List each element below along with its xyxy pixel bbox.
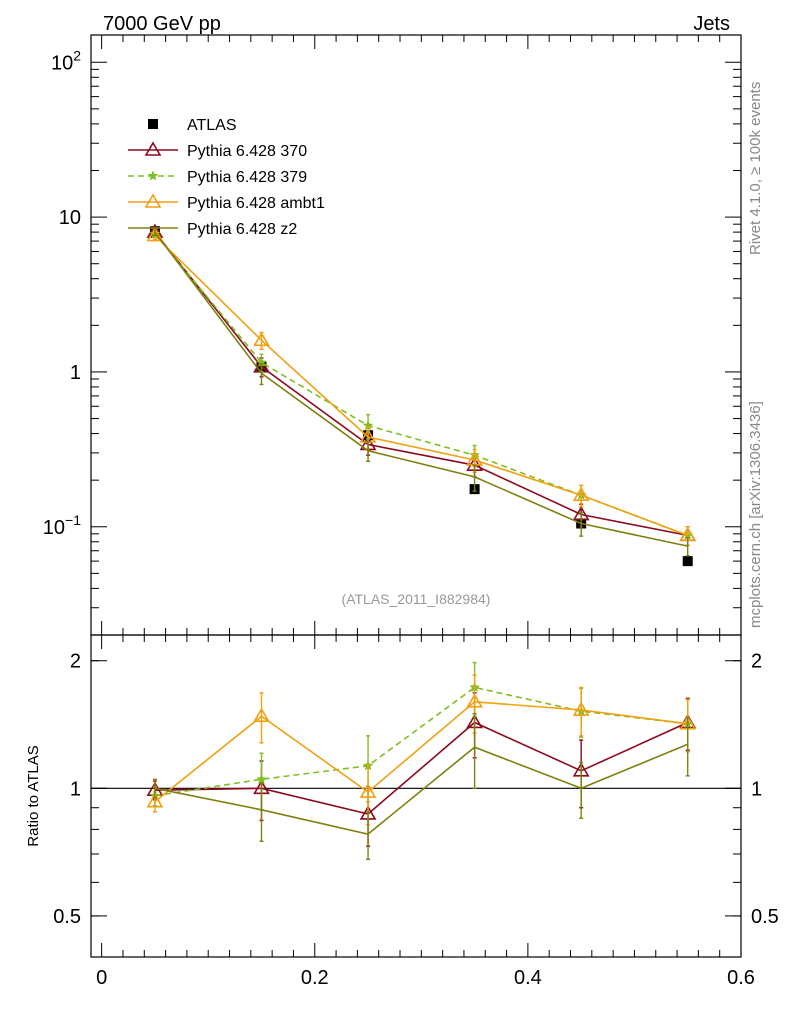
series-line [154,231,688,547]
main-y-tick-label: 10−1 [43,512,81,539]
data-point [466,693,483,708]
header-right: Jets [693,13,730,35]
ratio-y-tick-label-right: 0.5 [751,906,779,928]
ratio-panel: 0.5 0.5 1 1 2 2 0 0.2 0.4 0.6 Ratio to ATLAS [25,634,779,989]
x-tick-label: 0.4 [514,967,542,989]
ratio-y-tick-label-right: 2 [751,651,762,673]
rivet-version-text: Rivet 4.1.0, ≥ 100k events [747,82,764,255]
data-point [253,331,270,347]
series-line [154,235,688,537]
data-point [256,773,267,784]
data-point [146,226,164,242]
ratio-y-tick-label: 1 [70,778,81,800]
ratio-y-tick-label: 2 [70,651,81,673]
main-y-tick-label: 10 [59,207,81,229]
data-point [682,556,693,567]
series-line [154,233,688,537]
legend-marker [144,141,162,156]
legend-entry: Pythia 6.428 ambt1 [128,193,325,212]
legend-marker [144,193,162,208]
header-left: 7000 GeV pp [103,13,221,35]
mcplots-credit-text: mcplots.cern.ch [arXiv:1306.3436] [747,401,764,628]
ratio-series-pythia-6-428-379 [149,661,694,811]
legend-entry: ATLAS [148,117,237,134]
data-point [253,707,270,722]
legend-entry: Pythia 6.428 379 [128,169,307,186]
ratio-series-pythia-6-428-ambt1 [146,674,697,826]
main-series-pythia-6-428-ambt1 [146,226,697,546]
legend-label: ATLAS [187,117,237,134]
data-point [359,783,377,798]
main-series-pythia-6-428-370 [146,223,697,546]
ratio-series [146,661,697,861]
legend-label: Pythia 6.428 ambt1 [187,195,325,212]
x-tick-label: 0 [96,967,107,989]
main-series-pythia-6-428-379 [149,228,694,546]
main-panel: 10−1 1 10 102 (ATLAS_2011_I882984) ATLAS Pyt… [43,34,742,636]
legend-label: Pythia 6.428 z2 [187,221,297,238]
legend-entry: Pythia 6.428 z2 [128,221,297,238]
analysis-watermark: (ATLAS_2011_I882984) [342,591,491,607]
legend-label: Pythia 6.428 370 [187,143,307,160]
ratio-series-pythia-6-428-370 [146,692,697,847]
main-series [146,223,697,567]
series-line [154,743,689,835]
legend: ATLAS Pythia 6.428 370 Pythia 6.428 379 Pyt… [128,117,325,238]
ratio-y-axis-label: Ratio to ATLAS [25,745,42,846]
main-series-atlas [149,226,693,567]
ratio-y-tick-label: 0.5 [53,906,81,928]
main-y-tick-label: 1 [70,362,81,384]
series-line [154,721,689,815]
main-series-pythia-6-428-z2 [152,228,690,557]
legend-marker [148,119,158,129]
legend-label: Pythia 6.428 379 [187,169,307,186]
legend-marker [147,170,159,181]
x-tick-label: 0.2 [301,967,329,989]
ratio-series-pythia-6-428-z2 [152,712,690,861]
data-point [572,701,590,716]
ratio-y-tick-label-right: 1 [751,778,762,800]
ratio-frame [90,634,742,958]
main-ticks: 10−1 1 10 102 [43,35,742,636]
ratio-ticks: 0.5 0.5 1 1 2 2 0 0.2 0.4 0.6 [53,635,779,989]
data-point [146,793,164,808]
main-y-tick-label: 102 [51,47,81,74]
data-point [572,486,590,501]
legend-entry: Pythia 6.428 370 [128,141,307,160]
series-line [154,700,688,803]
series-line [154,231,688,537]
series-line [154,686,688,797]
x-tick-label: 0.6 [727,967,755,989]
